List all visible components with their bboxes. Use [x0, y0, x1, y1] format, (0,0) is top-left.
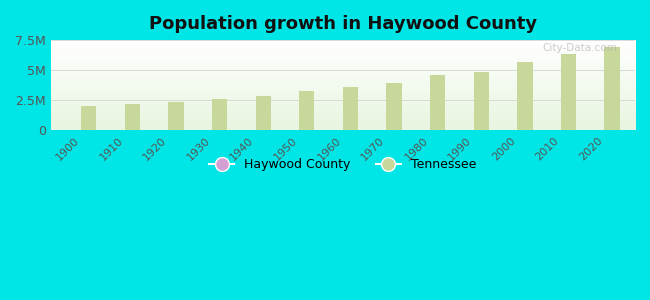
Legend: Haywood County, Tennessee: Haywood County, Tennessee — [205, 153, 481, 176]
Bar — [517, 62, 532, 130]
Bar — [343, 87, 358, 130]
Bar — [255, 96, 271, 130]
Title: Population growth in Haywood County: Population growth in Haywood County — [149, 15, 537, 33]
Bar — [430, 75, 445, 130]
Bar — [81, 106, 96, 130]
Bar — [604, 47, 619, 130]
Bar — [125, 104, 140, 130]
Bar — [561, 54, 576, 130]
Bar — [386, 83, 402, 130]
Bar — [168, 102, 183, 130]
Text: City-Data.com: City-Data.com — [543, 43, 618, 53]
Bar — [474, 72, 489, 130]
Bar — [212, 99, 227, 130]
Bar — [299, 91, 315, 130]
